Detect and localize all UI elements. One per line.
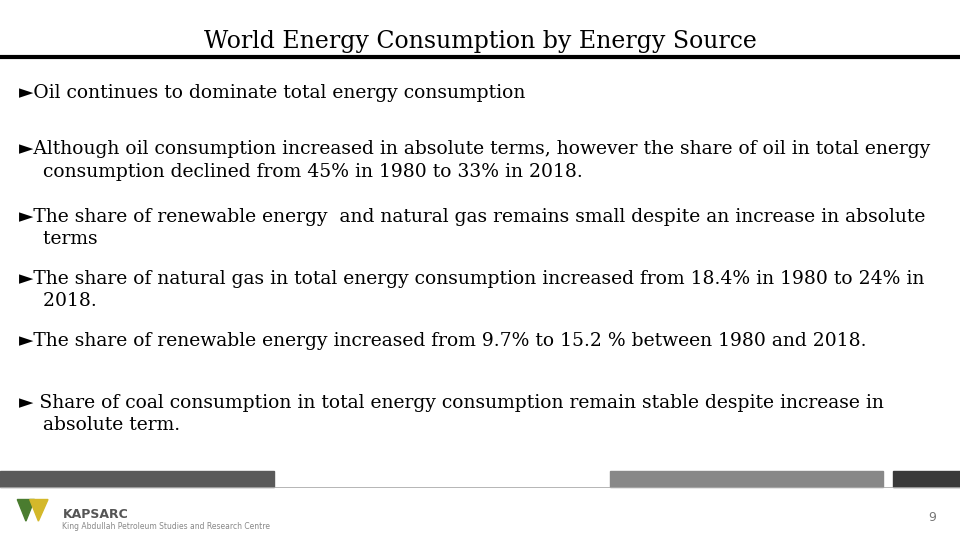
Text: ►Oil continues to dominate total energy consumption: ►Oil continues to dominate total energy …	[19, 84, 525, 102]
Bar	[610, 471, 883, 487]
Bar	[0, 471, 274, 487]
Text: KAPSARC: KAPSARC	[62, 508, 128, 521]
Bar	[893, 471, 960, 487]
Polygon shape	[30, 500, 48, 521]
Text: ► Share of coal consumption in total energy consumption remain stable despite in: ► Share of coal consumption in total ene…	[19, 394, 884, 434]
Text: ►The share of natural gas in total energy consumption increased from 18.4% in 19: ►The share of natural gas in total energ…	[19, 270, 924, 310]
Polygon shape	[17, 500, 35, 521]
Text: ►Although oil consumption increased in absolute terms, however the share of oil : ►Although oil consumption increased in a…	[19, 140, 930, 180]
Text: King Abdullah Petroleum Studies and Research Centre: King Abdullah Petroleum Studies and Rese…	[62, 522, 271, 531]
Text: 9: 9	[928, 511, 936, 524]
Text: ►The share of renewable energy increased from 9.7% to 15.2 % between 1980 and 20: ►The share of renewable energy increased…	[19, 332, 867, 350]
Text: ►The share of renewable energy  and natural gas remains small despite an increas: ►The share of renewable energy and natur…	[19, 208, 925, 248]
Text: World Energy Consumption by Energy Source: World Energy Consumption by Energy Sourc…	[204, 30, 756, 53]
